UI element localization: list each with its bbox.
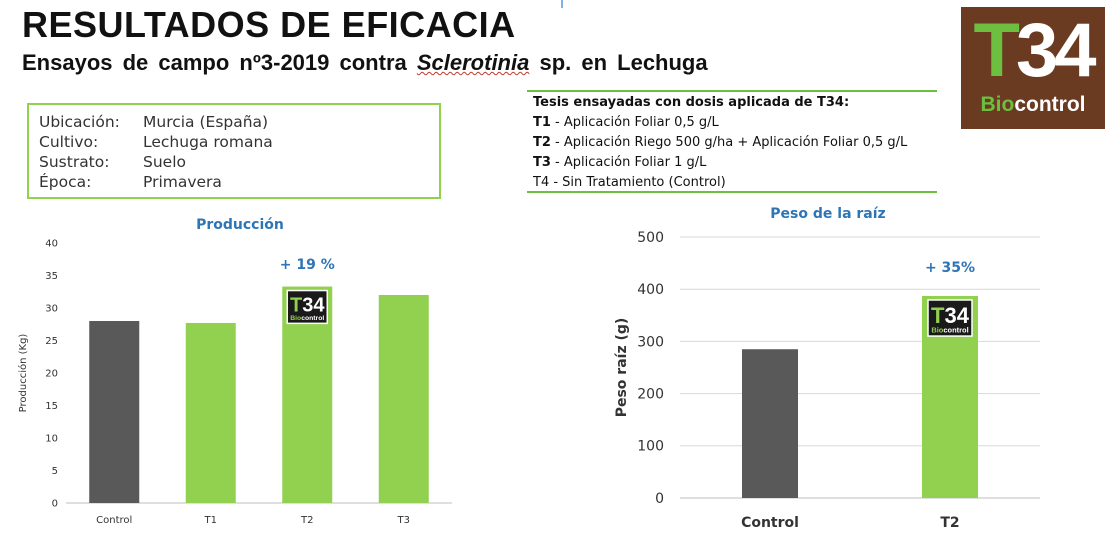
y-tick-label: 300: [637, 334, 664, 350]
logo-mark: T34: [961, 7, 1105, 95]
y-tick-label: 30: [45, 304, 58, 315]
treatment-item: T1 - Aplicación Foliar 0,5 g/L: [533, 115, 719, 130]
x-tick-label: T2: [940, 515, 959, 531]
treatment-code: T3: [533, 155, 551, 170]
y-tick-label: 40: [45, 239, 58, 250]
treatment-text: T4 - Sin Tratamiento (Control): [533, 175, 726, 190]
y-tick-label: 200: [637, 387, 664, 403]
chart-title: Peso de la raíz: [770, 206, 885, 222]
y-tick-label: 0: [52, 499, 58, 510]
info-value: Suelo: [143, 153, 186, 171]
bar: [742, 349, 798, 498]
y-tick-label: 25: [45, 336, 58, 347]
y-axis-label: Producción (Kg): [17, 334, 29, 413]
divider-bottom: [527, 191, 937, 193]
info-key: Época:: [39, 173, 92, 191]
treatment-item: T2 - Aplicación Riego 500 g/ha + Aplicac…: [533, 135, 907, 150]
info-value: Primavera: [143, 173, 222, 191]
subtitle-post: sp. en Lechuga: [529, 50, 708, 75]
badge-mark: T34: [290, 294, 325, 316]
subtitle-pre: Ensayos de campo nº3-2019 contra: [22, 50, 417, 75]
info-value: Murcia (España): [143, 113, 269, 131]
badge-mark: T34: [931, 303, 970, 328]
x-tick-label: T2: [300, 515, 313, 526]
x-tick-label: T3: [397, 515, 410, 526]
bar: [89, 321, 140, 503]
treatment-text: - Aplicación Riego 500 g/ha + Aplicación…: [550, 135, 908, 150]
subtitle-species: Sclerotinia: [416, 50, 530, 75]
treatment-code: T1: [533, 115, 551, 130]
data-annotation: + 35%: [925, 260, 975, 276]
y-tick-label: 20: [45, 369, 58, 380]
bar: [378, 295, 429, 503]
logo-brand: Biocontrol: [961, 93, 1105, 117]
badge-brand: Biocontrol: [931, 326, 968, 335]
x-tick-label: Control: [96, 515, 132, 526]
badge-background: [927, 299, 973, 337]
root-weight-chart: Peso de la raíz 0 100 200 300 400 500 Peso raíz…: [614, 206, 1040, 531]
y-axis-label: Peso raíz (g): [614, 318, 630, 418]
bar: [185, 322, 236, 503]
y-tick-label: 400: [637, 282, 664, 298]
logo-brand-rest: control: [1014, 93, 1086, 116]
y-tick-label: 0: [655, 491, 664, 507]
badge-background: [286, 289, 328, 325]
logo-brand-bio: Bio: [980, 93, 1015, 116]
x-tick-label: Control: [741, 515, 799, 531]
badge-brand: Biocontrol: [290, 315, 324, 322]
top-mark: [561, 0, 563, 8]
t34-biocontrol-logo: T34 Biocontrol: [961, 7, 1105, 129]
divider-top: [527, 90, 937, 92]
treatment-text: - Aplicación Foliar 0,5 g/L: [550, 115, 719, 130]
page-subtitle: Ensayos de campo nº3-2019 contra Sclerot…: [22, 50, 708, 76]
logo-mark-num: 34: [1015, 8, 1097, 93]
treatments-heading: Tesis ensayadas con dosis aplicada de T3…: [533, 95, 850, 110]
production-chart: Producción 0 5 10 15 20 25 30 35 40 Producción (Kg…: [17, 217, 452, 526]
y-tick-label: 500: [637, 230, 664, 246]
y-tick-label: 100: [637, 439, 664, 455]
info-key: Cultivo:: [39, 133, 99, 151]
y-tick-label: 35: [45, 271, 58, 282]
trial-info-box: Ubicación: Murcia (España) Cultivo: Lechug…: [27, 103, 441, 199]
treatment-item: T3 - Aplicación Foliar 1 g/L: [533, 155, 706, 170]
treatments-legend: Tesis ensayadas con dosis aplicada de T3…: [527, 90, 937, 193]
info-key: Sustrato:: [39, 153, 110, 171]
page-title: RESULTADOS DE EFICACIA: [22, 4, 516, 45]
x-tick-label: T1: [204, 515, 217, 526]
treatment-code: T2: [533, 135, 551, 150]
y-tick-label: 10: [45, 434, 58, 445]
info-value: Lechuga romana: [143, 133, 273, 151]
data-annotation: + 19 %: [280, 257, 335, 273]
info-key: Ubicación:: [39, 113, 120, 131]
logo-mark-t: T: [973, 8, 1020, 93]
chart-title: Producción: [196, 217, 284, 233]
y-tick-label: 15: [45, 401, 58, 412]
y-tick-label: 5: [52, 466, 58, 477]
treatment-text: - Aplicación Foliar 1 g/L: [550, 155, 707, 170]
treatment-item: T4 - Sin Tratamiento (Control): [533, 175, 726, 190]
